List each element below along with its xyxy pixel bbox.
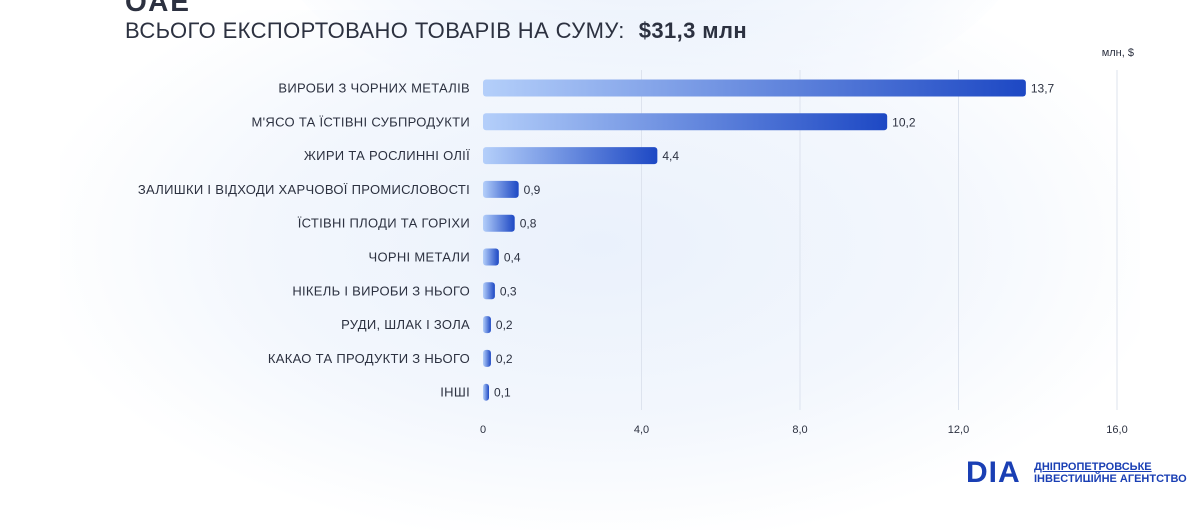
category-label: М'ЯСО ТА ЇСТІВНІ СУБПРОДУКТИ (252, 114, 471, 129)
x-tick-label: 4,0 (634, 424, 649, 436)
category-label: ВИРОБИ З ЧОРНИХ МЕТАЛІВ (278, 81, 470, 96)
value-labels: 13,7 10,2 4,4 0,9 0,8 0,4 0,3 0,2 0,2 0,1 (494, 82, 1055, 400)
agency-logo: DIA ДНІПРОПЕТРОВСЬКЕ ІНВЕСТИЦІЙНЕ АГЕНТС… (962, 458, 1200, 482)
bar (483, 349, 491, 367)
category-label: ІНШІ (440, 385, 470, 400)
category-label: ЗАЛИШКИ І ВІДХОДИ ХАРЧОВОЇ ПРОМИСЛОВОСТІ (138, 182, 470, 197)
agency-logo-line1: ДНІПРОПЕТРОВСЬКЕ (1034, 461, 1152, 473)
bar (483, 147, 658, 165)
bar (483, 316, 491, 334)
value-label: 0,4 (504, 251, 521, 265)
x-tick-label: 16,0 (1106, 424, 1127, 436)
value-label: 0,8 (520, 217, 537, 231)
bar (483, 113, 888, 131)
value-label: 4,4 (662, 149, 679, 163)
country-heading: ОАЕ (125, 0, 191, 17)
bar (483, 79, 1026, 97)
category-label: РУДИ, ШЛАК І ЗОЛА (341, 317, 470, 332)
value-label: 10,2 (892, 115, 916, 129)
headline-text: ВСЬОГО ЕКСПОРТОВАНО ТОВАРІВ НА СУМУ: (125, 18, 625, 43)
agency-logo-line2: ІНВЕСТИЦІЙНЕ АГЕНТСТВО (1034, 473, 1187, 482)
bar (483, 383, 489, 401)
value-label: 13,7 (1031, 82, 1055, 96)
category-label: КАКАО ТА ПРОДУКТИ З НЬОГО (268, 351, 470, 366)
category-labels: ВИРОБИ З ЧОРНИХ МЕТАЛІВ М'ЯСО ТА ЇСТІВНІ … (138, 81, 470, 400)
value-label: 0,3 (500, 284, 517, 298)
agency-logo-name: ДНІПРОПЕТРОВСЬКЕ ІНВЕСТИЦІЙНЕ АГЕНТСТВО (1034, 461, 1187, 482)
x-tick-label: 12,0 (948, 424, 969, 436)
headline-total: $31,3 млн (638, 18, 748, 43)
page-headline: ВСЬОГО ЕКСПОРТОВАНО ТОВАРІВ НА СУМУ: $31,… (125, 18, 747, 44)
x-tick-label: 8,0 (792, 424, 807, 436)
value-label: 0,9 (524, 183, 541, 197)
value-label: 0,2 (496, 352, 513, 366)
bars (483, 79, 1026, 401)
value-label: 0,1 (494, 386, 511, 400)
value-label: 0,2 (496, 318, 513, 332)
x-axis-ticks: 0 4,0 8,0 12,0 16,0 (480, 424, 1128, 436)
category-label: ЧОРНІ МЕТАЛИ (369, 250, 471, 265)
bar (483, 248, 499, 266)
category-label: ЇСТІВНІ ПЛОДИ ТА ГОРІХИ (298, 216, 470, 231)
bar (483, 282, 495, 300)
agency-logo-mark: DIA (966, 458, 1021, 482)
bar (483, 214, 515, 232)
bar (483, 180, 519, 198)
bar-chart: ВИРОБИ З ЧОРНИХ МЕТАЛІВ М'ЯСО ТА ЇСТІВНІ … (138, 70, 1128, 436)
unit-label: млн, $ (1101, 47, 1134, 59)
category-label: НІКЕЛЬ І ВИРОБИ З НЬОГО (292, 283, 470, 298)
category-label: ЖИРИ ТА РОСЛИННІ ОЛІЇ (304, 148, 470, 163)
x-tick-label: 0 (480, 424, 486, 436)
